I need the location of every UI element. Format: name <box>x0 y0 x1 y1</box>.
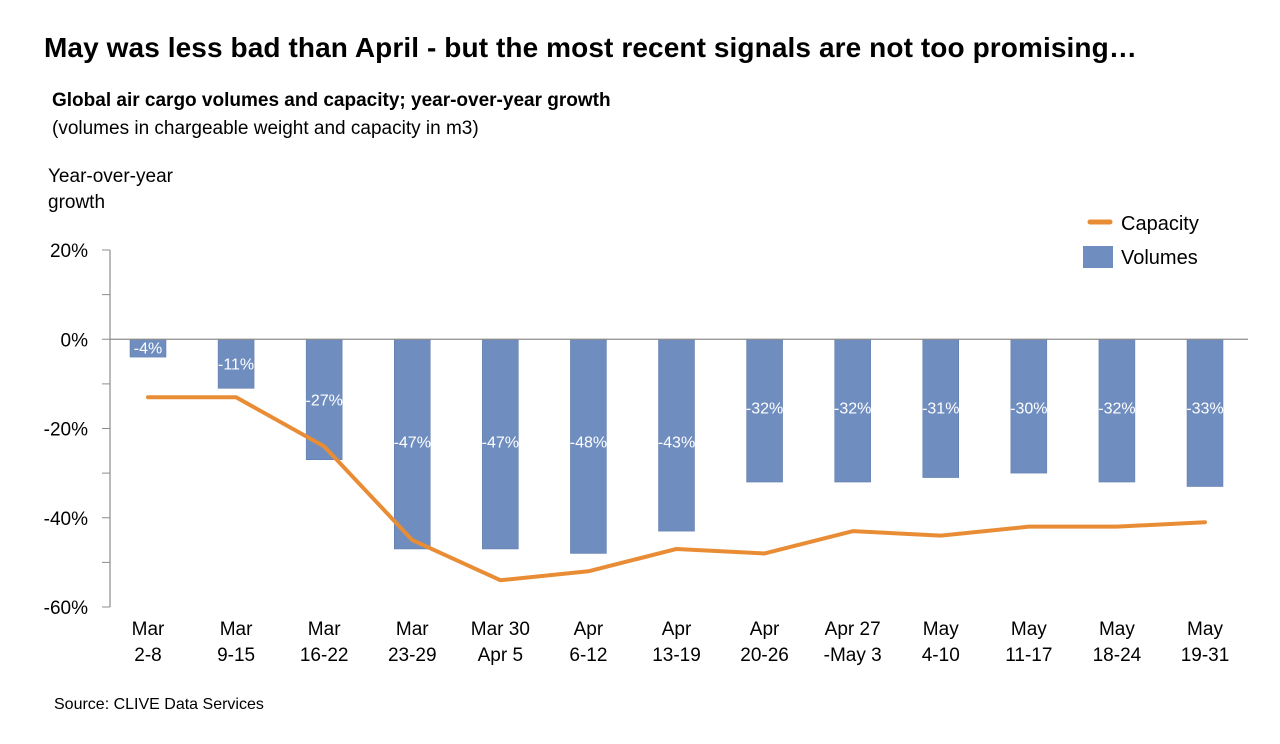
volume-data-label: -31% <box>922 400 959 417</box>
x-tick-label: 23-29 <box>388 645 437 666</box>
volume-data-label: -11% <box>218 356 254 373</box>
y-tick-label: -40% <box>44 509 88 530</box>
y-axis-ticks <box>102 249 110 608</box>
volume-bar <box>658 339 695 532</box>
x-tick-label: 18-24 <box>1093 645 1142 666</box>
legend-volumes-swatch <box>1083 246 1113 268</box>
volume-bar <box>394 339 431 550</box>
volume-data-label: -27% <box>305 392 342 409</box>
legend-volumes-label: Volumes <box>1121 247 1198 269</box>
x-tick-label: Mar <box>308 619 341 640</box>
legend: Capacity Volumes <box>1083 213 1199 269</box>
x-tick-label: -May 3 <box>824 645 882 666</box>
capacity-line-group <box>146 395 1207 583</box>
volume-bar <box>482 339 519 550</box>
volume-data-label: -48% <box>570 434 607 451</box>
volume-bar <box>1098 339 1136 483</box>
volume-bar <box>217 339 255 389</box>
y-tick-label: 0% <box>61 330 89 351</box>
volume-data-label: -30% <box>1010 400 1047 417</box>
x-tick-label: Mar <box>132 619 165 640</box>
x-tick-label: 6-12 <box>569 645 607 666</box>
chart-subtitle: (volumes in chargeable weight and capaci… <box>52 118 479 139</box>
volume-data-label: -33% <box>1186 400 1223 417</box>
x-tick-label: Apr 5 <box>478 645 523 666</box>
x-tick-label: May <box>1099 619 1135 640</box>
volume-data-label: -47% <box>482 434 519 451</box>
source-note: Source: CLIVE Data Services <box>54 696 264 713</box>
volume-data-label: -43% <box>658 434 695 451</box>
volume-bar <box>922 339 959 478</box>
x-tick-label: 9-15 <box>217 645 255 666</box>
chart-title: Global air cargo volumes and capacity; y… <box>52 90 611 111</box>
x-tick-label: Apr 27 <box>825 619 881 640</box>
x-tick-label: Apr <box>750 619 780 640</box>
y-axis-tick-labels: 20% 0% -20% -40% -60% <box>44 241 88 619</box>
y-axis-title: Year-over-year growth <box>48 166 174 213</box>
x-tick-label: May <box>923 619 959 640</box>
x-tick-label: Apr <box>662 619 692 640</box>
y-tick-label: -20% <box>44 420 88 441</box>
x-tick-label: May <box>1011 619 1047 640</box>
x-tick-label: Mar <box>396 619 429 640</box>
x-tick-label: 16-22 <box>300 645 349 666</box>
volume-data-label: -32% <box>746 400 783 417</box>
volume-data-label: -32% <box>1098 400 1135 417</box>
volumes-bars <box>129 339 1224 554</box>
x-tick-label: 4-10 <box>922 645 960 666</box>
y-axis-title-line: Year-over-year <box>48 166 174 187</box>
axes <box>109 250 1248 607</box>
y-tick-label: 20% <box>50 241 88 262</box>
x-tick-label: 20-26 <box>740 645 789 666</box>
x-tick-label: May <box>1187 619 1223 640</box>
volumes-data-labels: -4% -11% -27% -47% -47% -48% -43% -32% -32% -31% -… <box>134 340 1224 451</box>
x-tick-label: 11-17 <box>1005 645 1052 666</box>
x-tick-label: Mar 30 <box>471 619 530 640</box>
volume-data-label: -4% <box>134 340 162 357</box>
volume-bar <box>746 339 783 483</box>
legend-capacity-label: Capacity <box>1121 213 1199 235</box>
volume-data-label: -47% <box>394 434 431 451</box>
capacity-line <box>146 395 1207 583</box>
x-tick-label: 13-19 <box>652 645 701 666</box>
page-title: May was less bad than April - but the mo… <box>44 32 1137 63</box>
volume-data-label: -32% <box>834 400 871 417</box>
volume-bar <box>570 339 607 554</box>
y-tick-label: -60% <box>44 598 88 619</box>
x-tick-label: Mar <box>220 619 253 640</box>
x-tick-label: Apr <box>574 619 604 640</box>
x-tick-label: 19-31 <box>1181 645 1230 666</box>
x-tick-label: 2-8 <box>134 645 161 666</box>
x-axis-tick-labels: Mar 2-8 Mar 9-15 Mar 16-22 Mar 23-29 Mar 30 Apr 5… <box>132 619 1230 666</box>
volume-bar <box>834 339 871 483</box>
y-axis-title-line: growth <box>48 192 105 213</box>
volume-bar <box>1186 339 1224 487</box>
volume-bar <box>1010 339 1048 474</box>
